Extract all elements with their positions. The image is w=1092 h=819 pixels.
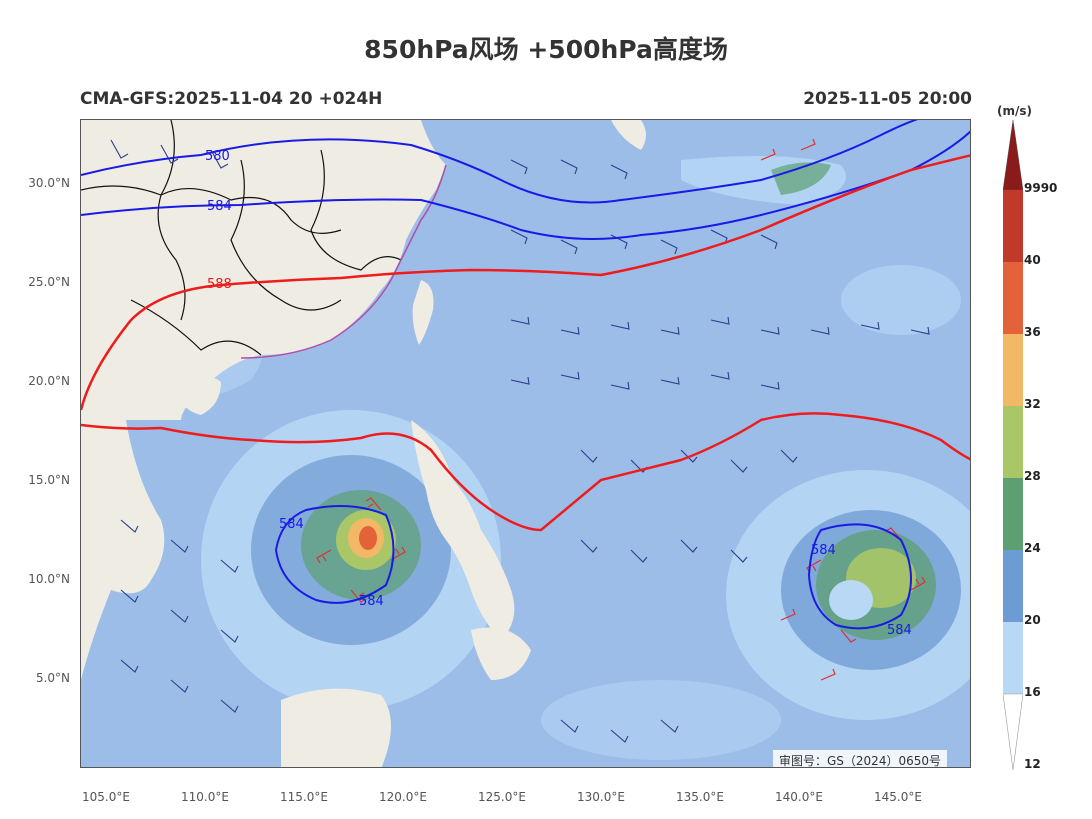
lon-label-130: 130.0°E <box>577 790 625 804</box>
coastline <box>240 164 447 359</box>
map-canvas: 580 584 588 584 584 584 584 <box>81 120 970 767</box>
contour-588-north <box>81 154 970 411</box>
contour-label-584-east-south: 584 <box>887 623 912 638</box>
lon-label-105: 105.0°E <box>82 790 130 804</box>
colorbar-label-20: 20 <box>1024 613 1041 627</box>
colorbar-label-9990: 9990 <box>1024 181 1058 195</box>
lat-label-30: 30.0°N <box>28 176 70 190</box>
contour-label-584-west-south: 584 <box>359 594 384 609</box>
contour-584-east-typhoon <box>807 523 912 630</box>
lat-label-10: 10.0°N <box>28 572 70 586</box>
chart-title: 850hPa风场 +500hPa高度场 <box>364 35 728 64</box>
lon-label-145: 145.0°E <box>874 790 922 804</box>
contour-label-580: 580 <box>205 149 230 164</box>
lon-label-110: 110.0°E <box>181 790 229 804</box>
lon-label-140: 140.0°E <box>775 790 823 804</box>
contour-labels: 580 584 588 584 584 584 584 <box>205 149 912 638</box>
contour-label-588: 588 <box>207 277 232 292</box>
colorbar-label-16: 16 <box>1024 685 1041 699</box>
lon-label-115: 115.0°E <box>280 790 328 804</box>
colorbar-label-36: 36 <box>1024 325 1041 339</box>
contour-label-584-west: 584 <box>279 517 304 532</box>
wind-barbs <box>110 139 930 743</box>
colorbar <box>1003 120 1023 771</box>
strong-wind-barbs <box>316 138 926 681</box>
lon-label-135: 135.0°E <box>676 790 724 804</box>
lat-label-20: 20.0°N <box>28 374 70 388</box>
colorbar-label-24: 24 <box>1024 541 1041 555</box>
weather-map: 580 584 588 584 584 584 584 审图号：GS（2024）… <box>80 119 971 768</box>
lon-label-125: 125.0°E <box>478 790 526 804</box>
lat-label-25: 25.0°N <box>28 275 70 289</box>
lon-label-120: 120.0°E <box>379 790 427 804</box>
contour-580 <box>81 120 919 204</box>
contour-584-north <box>81 130 970 240</box>
map-credit: 审图号：GS（2024）0650号 <box>773 750 947 767</box>
lat-label-5: 5.0°N <box>35 671 70 685</box>
colorbar-label-12: 12 <box>1024 757 1041 771</box>
valid-time-label: 2025-11-05 20:00 <box>803 89 972 109</box>
height-contours <box>81 120 970 630</box>
contour-label-584-east: 584 <box>811 543 836 558</box>
contour-584-west-typhoon <box>274 505 395 604</box>
colorbar-unit: (m/s) <box>997 104 1032 118</box>
contour-label-584-north: 584 <box>207 199 232 214</box>
land-masses <box>81 120 646 767</box>
colorbar-label-40: 40 <box>1024 253 1041 267</box>
colorbar-label-32: 32 <box>1024 397 1041 411</box>
contour-588-south <box>81 412 970 532</box>
model-run-label: CMA-GFS:2025-11-04 20 +024H <box>80 89 383 109</box>
lat-label-15: 15.0°N <box>28 473 70 487</box>
colorbar-label-28: 28 <box>1024 469 1041 483</box>
